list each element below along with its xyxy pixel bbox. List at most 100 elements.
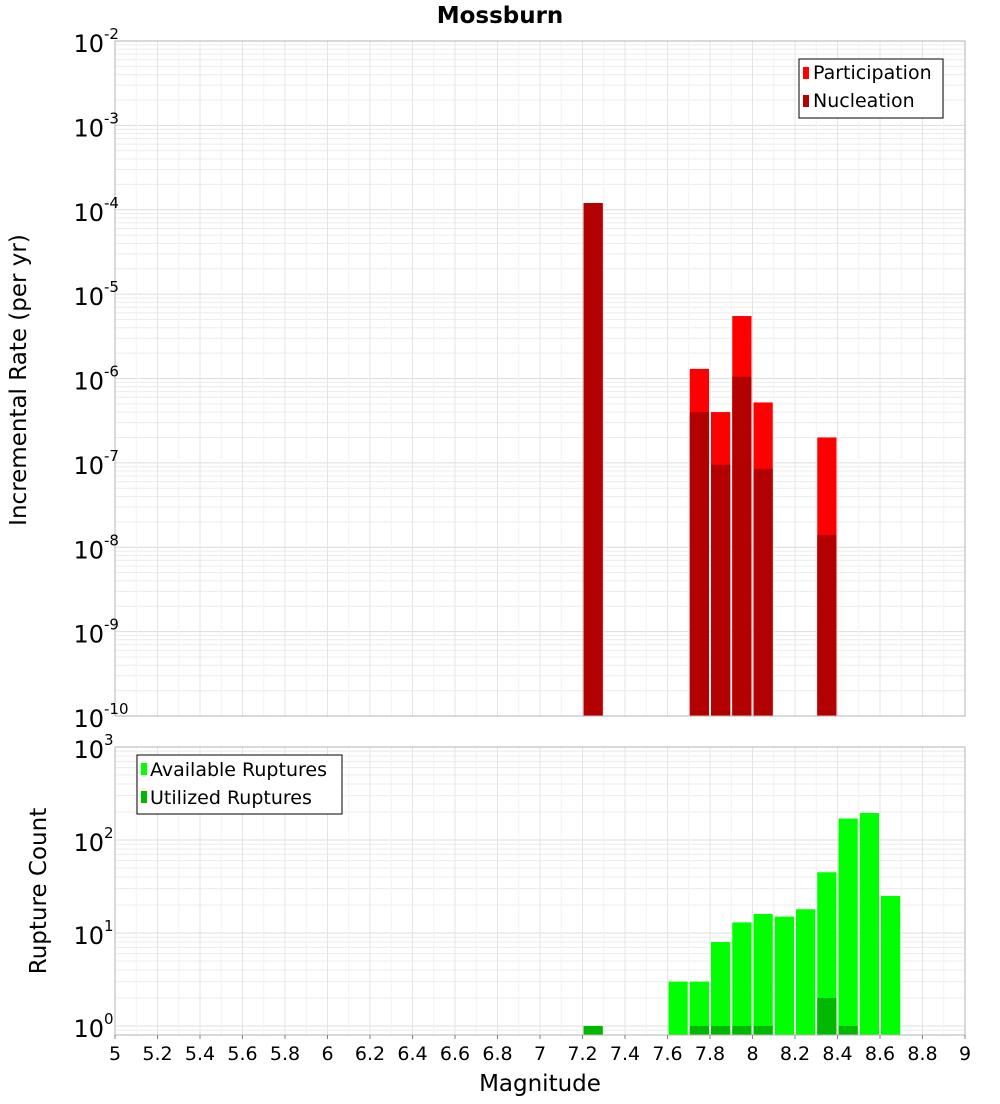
rate-gridlines [114, 41, 966, 717]
nucleation-bar [753, 468, 773, 716]
x-tick-label: 8.6 [865, 1043, 895, 1065]
available-bar [732, 922, 752, 1035]
y-tick-label: 10 -10 [73, 700, 128, 733]
y-tick-base: 10 [73, 114, 104, 142]
y-tick-base: 10 [73, 452, 104, 480]
nucleation-legend-swatch [803, 95, 809, 107]
y-tick-base: 10 [73, 621, 104, 649]
x-tick-labels: 5 5.2 5.4 5.6 5.8 6 6.2 6.4 6.6 6.8 7 7.2 7.4 7.6 7.8 8… [109, 1035, 971, 1065]
x-tick-label: 6.2 [355, 1043, 385, 1065]
y-tick-exponent: -9 [104, 616, 119, 634]
x-tick-label: 7 [534, 1043, 546, 1065]
available-bar [668, 981, 688, 1035]
available-legend-swatch [141, 763, 147, 775]
y-tick-exponent: -8 [104, 531, 119, 549]
available-bar [838, 818, 858, 1035]
x-tick-label: 6 [321, 1043, 333, 1065]
y-tick-base: 10 [73, 536, 104, 564]
available-bar [881, 895, 901, 1035]
rate-plot-border [114, 40, 966, 717]
x-tick-label: 5.8 [270, 1043, 300, 1065]
y-tick-label: 10 -2 [73, 25, 119, 58]
y-tick-exponent: -7 [104, 447, 119, 465]
rate-y-axis-label: Incremental Rate (per yr) [6, 234, 32, 526]
utilized-bars [583, 997, 858, 1035]
available-bar [753, 914, 773, 1035]
y-tick-exponent: -10 [104, 700, 129, 718]
x-tick-label: 7.6 [652, 1043, 682, 1065]
x-tick-label: 6.8 [482, 1043, 512, 1065]
y-tick-base: 10 [73, 736, 104, 764]
y-tick-base: 10 [73, 829, 104, 857]
y-tick-exponent: -4 [104, 194, 119, 212]
nucleation-bar [583, 203, 603, 716]
y-tick-base: 10 [73, 30, 104, 58]
available-bar [774, 916, 794, 1035]
utilized-bar [753, 1025, 773, 1035]
y-tick-exponent: 3 [104, 731, 114, 749]
count-legend-box [136, 754, 343, 815]
x-tick-label: 8 [746, 1043, 758, 1065]
x-tick-label: 7.4 [610, 1043, 640, 1065]
y-tick-exponent: -3 [104, 109, 119, 127]
rate-legend: Participation Nucleation [798, 58, 944, 119]
nucleation-bars [583, 203, 837, 716]
utilized-bar [583, 1025, 603, 1035]
available-legend-label: Available Ruptures [150, 759, 327, 781]
participation-legend-swatch [803, 67, 809, 79]
x-tick-label: 5 [109, 1043, 121, 1065]
y-tick-label: 10 3 [73, 731, 113, 764]
utilized-legend-swatch [141, 791, 147, 803]
utilized-bar [817, 997, 837, 1035]
count-y-axis-label: Rupture Count [26, 808, 52, 974]
available-bar [859, 813, 879, 1035]
x-tick-label: 5.4 [185, 1043, 215, 1065]
utilized-bar [732, 1025, 752, 1035]
y-tick-exponent: 2 [104, 824, 114, 842]
utilized-legend-label: Utilized Ruptures [150, 787, 312, 809]
y-tick-label: 10 0 [73, 1010, 113, 1043]
x-tick-label: 8.2 [780, 1043, 810, 1065]
y-tick-base: 10 [73, 1015, 104, 1043]
y-tick-label: 10 -8 [73, 531, 119, 564]
nucleation-bar [689, 412, 709, 716]
y-tick-label: 10 -9 [73, 616, 119, 649]
x-tick-label: 5.2 [142, 1043, 172, 1065]
y-tick-base: 10 [73, 705, 104, 733]
y-tick-label: 10 -5 [73, 278, 119, 311]
utilized-bar [838, 1025, 858, 1035]
y-tick-label: 10 -6 [73, 363, 119, 396]
x-tick-label: 8.8 [907, 1043, 937, 1065]
y-tick-base: 10 [73, 368, 104, 396]
utilized-bar [711, 1025, 731, 1035]
y-tick-base: 10 [73, 283, 104, 311]
y-tick-exponent: -2 [104, 25, 119, 43]
x-tick-label: 7.8 [695, 1043, 725, 1065]
y-tick-label: 10 1 [73, 917, 113, 950]
nucleation-bar [732, 376, 752, 716]
participation-legend-label: Participation [813, 62, 932, 84]
x-tick-label: 6.4 [397, 1043, 427, 1065]
y-tick-exponent: 0 [104, 1010, 114, 1028]
available-bar [796, 909, 816, 1035]
available-bar [689, 981, 709, 1035]
y-tick-label: 10 -4 [73, 194, 119, 227]
y-tick-exponent: -5 [104, 278, 119, 296]
nucleation-bar [817, 534, 837, 716]
chart-title: Mossburn [437, 3, 564, 29]
y-tick-label: 10 2 [73, 824, 113, 857]
y-tick-exponent: -6 [104, 363, 119, 381]
y-tick-base: 10 [73, 199, 104, 227]
utilized-bar [689, 1025, 709, 1035]
available-bar [711, 942, 731, 1035]
nucleation-bar [711, 464, 731, 716]
available-bar [817, 872, 837, 1035]
rate-legend-box [798, 58, 944, 119]
x-tick-label: 8.4 [822, 1043, 852, 1065]
